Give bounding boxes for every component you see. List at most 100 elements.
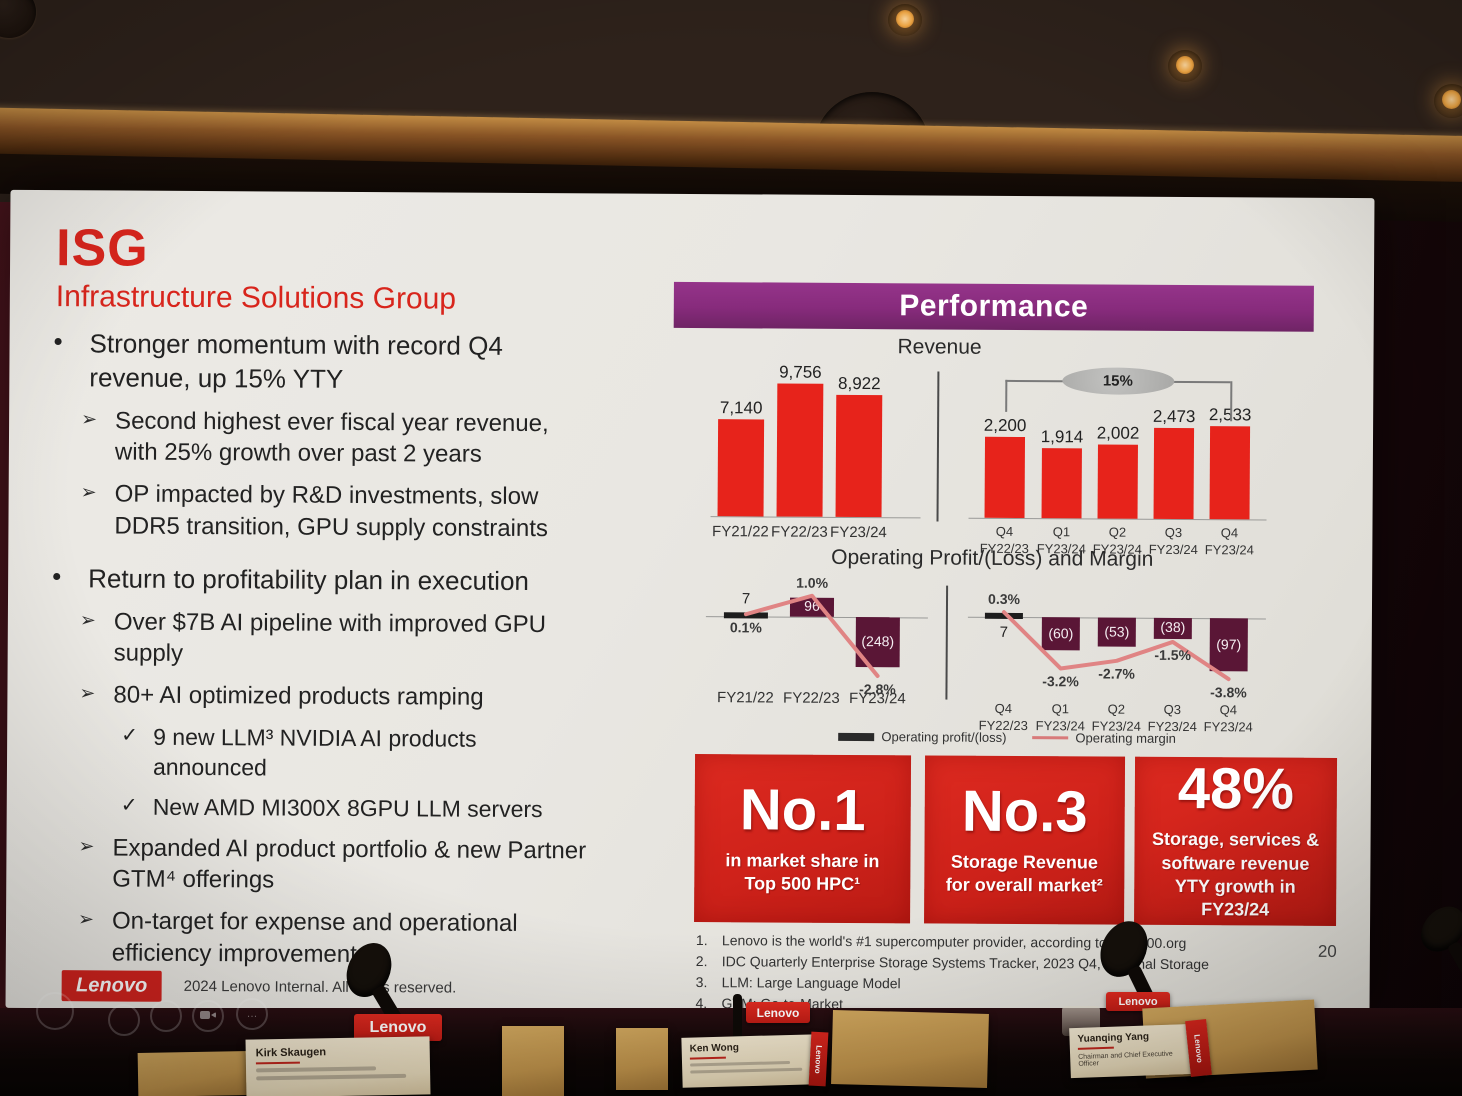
bullet-text: Stronger momentum with record Q4 revenue… [89, 328, 503, 395]
highlight-big-text: 48% [1177, 756, 1295, 822]
bullet-marker-icon: ➢ [79, 682, 96, 705]
revenue-bar [1153, 428, 1195, 520]
bar-value-label: 8,922 [838, 374, 881, 394]
legend-label: Operating profit/(loss) [881, 729, 1007, 745]
mic-stand [733, 994, 742, 1042]
watermark-circle-icon [150, 1000, 182, 1032]
tissue-box [831, 1009, 989, 1089]
bar-swatch-icon [838, 732, 875, 741]
op-margin-label: -3.8% [1210, 683, 1247, 701]
annual-op-chart: 7 FY21/22 96 FY22/23 (248) FY23/24 0.1% 1.0% -2.… [701, 572, 932, 713]
footnote-number: 1. [695, 932, 708, 949]
x-axis-label: FY23/24 [830, 523, 887, 542]
tissue-box [502, 1026, 564, 1096]
bullet-text: OP impacted by R&D investments, slow DDR… [114, 480, 549, 542]
op-margin-label: -2.7% [1098, 665, 1135, 682]
legend-item-profit: Operating profit/(loss) [838, 729, 1006, 745]
name-card: Yuanqing Yang Chairman and Chief Executi… [1069, 1023, 1197, 1079]
revenue-bar [1097, 444, 1138, 519]
chart-divider [936, 371, 940, 522]
watermark-circle-icon [108, 1004, 140, 1036]
legend-label: Operating margin [1075, 730, 1176, 746]
chart-legend: Operating profit/(loss) Operating margin [697, 728, 1317, 747]
line-swatch-icon [1032, 736, 1069, 740]
bullet-item: ➢ Expanded AI product portfolio & new Par… [78, 832, 590, 898]
ceiling-light [1442, 90, 1461, 109]
bullet-text: New AMD MI300X 8GPU LLM servers [152, 794, 543, 823]
footnote-text: LLM: Large Language Model [721, 974, 901, 992]
growth-badge: 15% [1061, 367, 1174, 395]
name-card-name: Kirk Skaugen [255, 1046, 327, 1060]
bullet-item: • Stronger momentum with record Q4 revenu… [53, 326, 593, 398]
lenovo-vertical-tag: Lenovo [808, 1031, 829, 1087]
growth-bracket [1005, 379, 1008, 412]
bullet-marker-icon: ➢ [80, 481, 97, 504]
revenue-bar [984, 437, 1026, 519]
bullet-item: ➢ On-target for expense and operational e… [78, 905, 590, 971]
bullet-item: ➢ Over $7B AI pipeline with improved GPU … [80, 606, 592, 672]
bullet-item: ➢ OP impacted by R&D investments, slow DD… [80, 478, 592, 544]
highlight-box-no1: No.1 in market share in Top 500 HPC¹ [694, 754, 912, 924]
legend-item-margin: Operating margin [1032, 730, 1176, 746]
highlight-sub-text: Storage, services & software revenue YTY… [1151, 829, 1320, 920]
watermark-circle-icon [36, 992, 74, 1030]
ceiling-light [1176, 56, 1194, 74]
bullet-item: ➢ 80+ AI optimized products ramping [79, 679, 591, 714]
footnote-number: 3. [695, 974, 708, 991]
name-card-name: Yuanqing Yang [1077, 1031, 1150, 1045]
page-number: 20 [1317, 941, 1337, 961]
bullet-list: • Stronger momentum with record Q4 revenu… [50, 326, 594, 972]
bullet-marker-icon: ➢ [78, 834, 95, 858]
growth-bracket [1230, 381, 1233, 422]
highlight-big-text: No.1 [739, 776, 866, 843]
highlight-sub-text: in market share in Top 500 HPC¹ [725, 849, 880, 895]
name-card: Kirk Skaugen [245, 1036, 431, 1096]
name-card-name: Ken Wong [689, 1042, 740, 1055]
footnote-number: 2. [695, 953, 708, 970]
annual-revenue-chart: 7,140 FY21/22 9,756 FY22/23 8,922 FY23/24 [702, 362, 929, 553]
camera-watermark-icon [192, 1000, 224, 1032]
bullet-text: 80+ AI optimized products ramping [113, 681, 484, 711]
presentation-slide: ISG Infrastructure Solutions Group • Stro… [5, 189, 1375, 1017]
op-profit-value-label: (38) [1160, 619, 1186, 636]
operating-margin-line [1001, 610, 1231, 682]
highlight-box-no3: No.3 Storage Revenue for overall market² [924, 755, 1126, 925]
bar-value-label: 7,140 [719, 397, 763, 418]
quarterly-revenue-chart: 2,200 Q4 FY22/23 1,914 Q1 FY23/24 2,002 Q2 FY… [968, 364, 1269, 566]
op-profit-value-label: 96 [804, 598, 820, 615]
bullet-text: Return to profitability plan in executio… [88, 563, 530, 597]
revenue-bar [1041, 447, 1082, 519]
ceiling-speaker-circle-left [0, 0, 36, 38]
bullet-text: Second highest ever fiscal year revenue,… [114, 407, 549, 469]
highlight-box-48pct: 48% Storage, services & software revenue… [1134, 756, 1338, 926]
bullet-marker-icon: ➢ [81, 407, 98, 430]
ceiling-light [896, 10, 914, 28]
tissue-box [616, 1028, 668, 1090]
bullet-text: Expanded AI product portfolio & new Part… [112, 834, 587, 894]
op-profit-value-label: 7 [741, 590, 751, 608]
revenue-bar [717, 418, 765, 517]
lenovo-table-sign: Lenovo [1106, 992, 1170, 1011]
op-margin-label: 0.1% [729, 619, 762, 636]
bullet-marker-icon: ➢ [77, 908, 95, 931]
more-watermark-icon: … [236, 998, 268, 1030]
lenovo-table-sign: Lenovo [746, 1002, 810, 1023]
bullet-marker-icon: ✓ [121, 722, 139, 747]
revenue-chart-title: Revenue [897, 335, 982, 359]
bullet-item: ✓ New AMD MI300X 8GPU LLM servers [121, 792, 591, 825]
op-margin-label: 1.0% [796, 574, 829, 591]
name-card-title: Chairman and Chief Executive Officer [1078, 1050, 1173, 1068]
bullet-marker-icon: ➢ [79, 608, 96, 631]
op-chart-title: Operating Profit/(Loss) and Margin [831, 545, 1154, 571]
bullet-item: ➢ Second highest ever fiscal year revenue… [81, 405, 593, 471]
revenue-bar [835, 395, 883, 518]
copyright-text: 2024 Lenovo Internal. All rights reserve… [183, 977, 457, 997]
slide-subtitle: Infrastructure Solutions Group [55, 280, 457, 316]
operating-margin-line [743, 593, 880, 678]
bullet-marker-icon: • [53, 326, 63, 357]
ceiling [0, 0, 1462, 223]
op-margin-label: 0.3% [988, 591, 1021, 608]
revenue-bar [1209, 426, 1251, 520]
bullet-item: ✓ 9 new LLM³ NVIDIA AI products announced [121, 721, 591, 785]
revenue-bar [776, 383, 824, 517]
